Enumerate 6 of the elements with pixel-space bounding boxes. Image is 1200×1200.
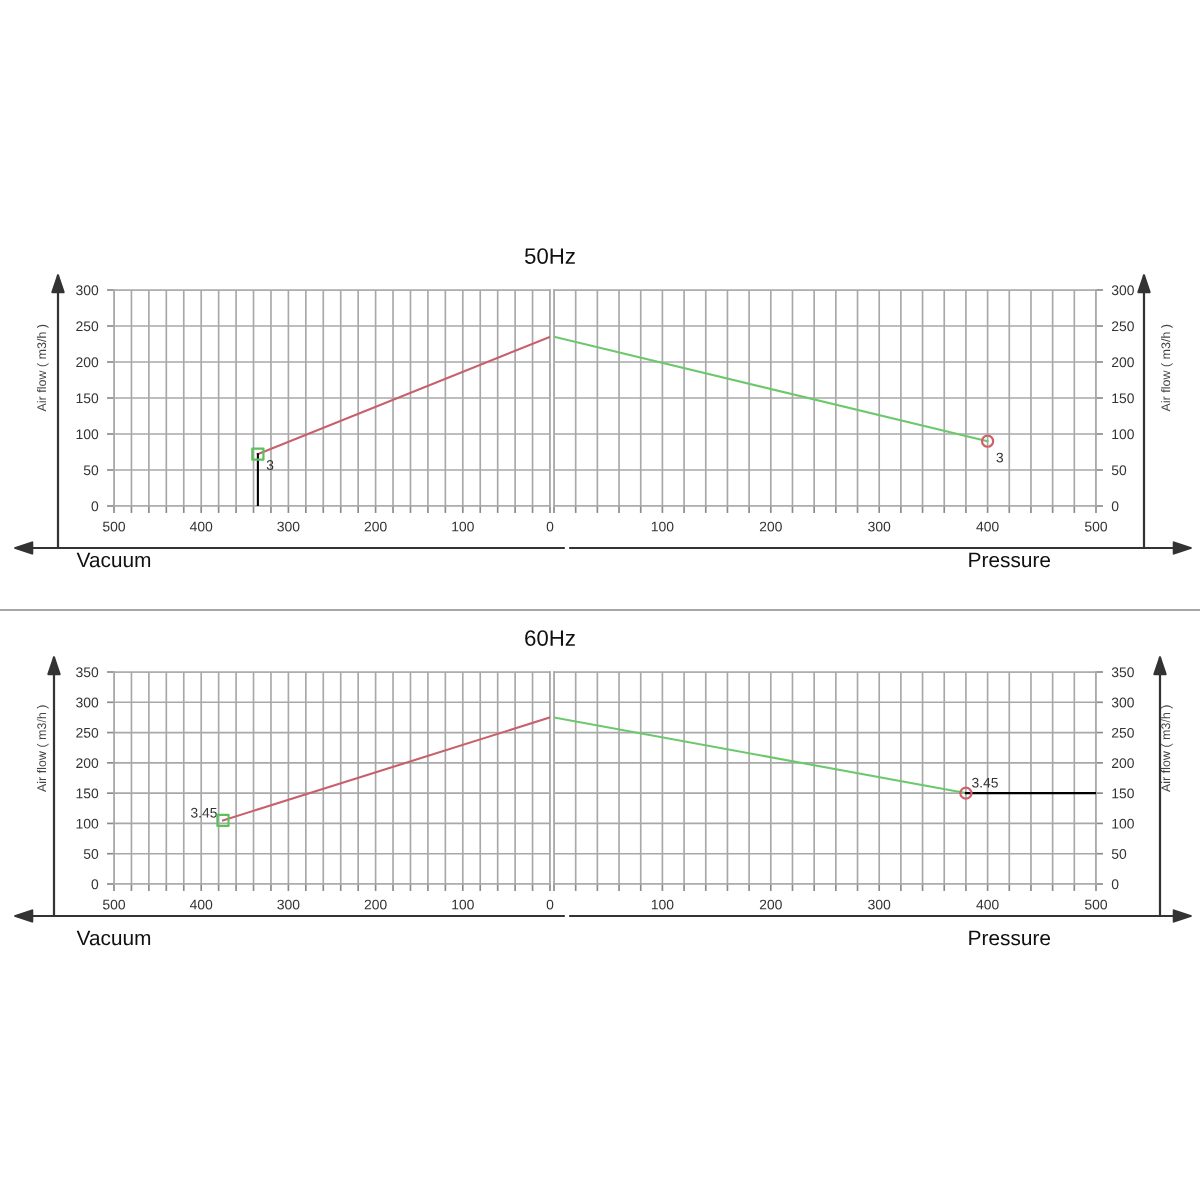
x-axis-title: Vacuum xyxy=(76,930,151,946)
chart-title: 50Hz xyxy=(524,248,575,264)
chart-title: 60Hz xyxy=(525,630,575,646)
x-axis-title: Pressure xyxy=(969,552,1051,568)
x-axis-title: Pressure xyxy=(969,930,1051,946)
x-axis-title: Vacuum xyxy=(76,552,151,568)
